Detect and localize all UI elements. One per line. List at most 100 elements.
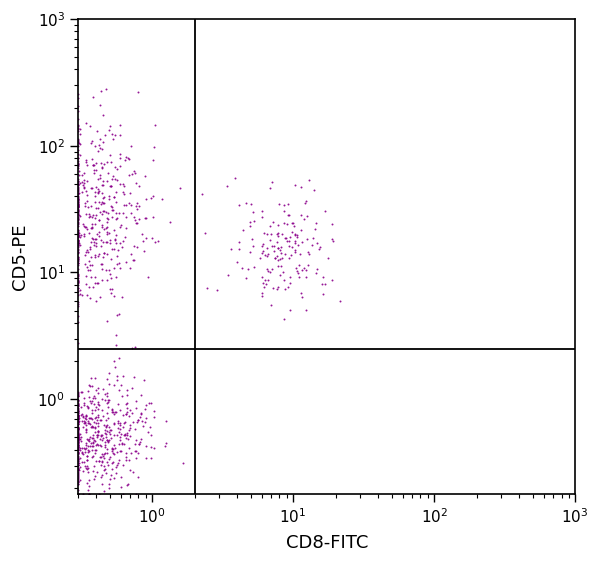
- Point: [110, 131, 120, 140]
- Point: [74, 195, 83, 204]
- Point: [74, 240, 83, 249]
- Point: [103, 228, 112, 237]
- Point: [90, 141, 100, 150]
- Point: [160, 441, 170, 450]
- Point: [74, 431, 83, 440]
- Point: [88, 439, 98, 448]
- Point: [285, 233, 295, 242]
- Point: [87, 261, 97, 270]
- Point: [88, 210, 98, 219]
- Point: [74, 489, 83, 498]
- Point: [74, 401, 83, 410]
- Point: [81, 415, 91, 424]
- Point: [112, 260, 122, 269]
- Point: [280, 276, 289, 285]
- Point: [74, 420, 83, 429]
- Point: [121, 200, 130, 209]
- Point: [115, 154, 125, 163]
- Point: [106, 284, 115, 293]
- Point: [85, 382, 95, 391]
- Point: [103, 168, 113, 177]
- Point: [327, 235, 337, 244]
- Point: [83, 442, 92, 451]
- Point: [74, 441, 83, 450]
- Point: [74, 454, 83, 463]
- Point: [106, 122, 115, 131]
- Point: [76, 444, 85, 453]
- Point: [80, 202, 90, 211]
- Point: [74, 226, 83, 235]
- Point: [112, 214, 122, 223]
- Point: [95, 174, 105, 183]
- Point: [74, 410, 83, 419]
- Point: [86, 432, 95, 441]
- Point: [74, 455, 83, 464]
- Point: [91, 242, 100, 251]
- Point: [74, 412, 83, 421]
- Point: [84, 489, 94, 498]
- Point: [138, 237, 148, 246]
- Point: [74, 159, 83, 168]
- Point: [86, 399, 95, 408]
- Point: [74, 437, 83, 446]
- Point: [111, 330, 121, 339]
- Point: [88, 445, 97, 454]
- Point: [86, 439, 95, 448]
- Point: [74, 437, 83, 446]
- Point: [74, 423, 83, 432]
- Point: [131, 178, 141, 187]
- Point: [74, 429, 83, 438]
- Point: [90, 394, 100, 403]
- Point: [104, 479, 113, 488]
- Point: [74, 231, 83, 240]
- Point: [74, 396, 83, 405]
- Point: [273, 282, 283, 291]
- Point: [85, 482, 94, 491]
- Point: [88, 222, 97, 231]
- Point: [107, 213, 117, 222]
- Point: [248, 241, 257, 250]
- Point: [77, 409, 86, 418]
- Point: [82, 479, 91, 488]
- Point: [149, 412, 159, 421]
- Point: [74, 411, 83, 420]
- Point: [131, 201, 140, 210]
- Point: [79, 221, 88, 230]
- Point: [97, 163, 107, 172]
- Point: [100, 465, 109, 474]
- Point: [74, 271, 83, 280]
- Point: [93, 279, 103, 288]
- Point: [131, 453, 141, 462]
- Point: [80, 413, 90, 422]
- Point: [130, 425, 139, 434]
- Point: [97, 430, 107, 439]
- Point: [89, 237, 99, 246]
- Point: [283, 211, 293, 220]
- Point: [74, 449, 83, 458]
- Point: [112, 448, 122, 457]
- Point: [74, 418, 83, 427]
- Point: [90, 428, 100, 437]
- Point: [74, 444, 83, 453]
- Point: [272, 230, 282, 239]
- Point: [89, 475, 98, 484]
- Point: [74, 240, 83, 249]
- Point: [80, 259, 89, 268]
- Point: [78, 413, 88, 422]
- Point: [74, 460, 83, 469]
- Point: [94, 457, 103, 466]
- Point: [74, 124, 83, 133]
- Point: [323, 254, 332, 263]
- Point: [115, 447, 124, 456]
- Point: [74, 414, 83, 423]
- Point: [266, 301, 275, 310]
- Point: [146, 430, 156, 439]
- Point: [106, 202, 116, 211]
- Point: [136, 409, 146, 418]
- Point: [74, 410, 83, 419]
- Point: [287, 218, 296, 227]
- Point: [130, 439, 140, 448]
- Point: [79, 220, 88, 229]
- Point: [81, 186, 91, 195]
- Point: [74, 232, 83, 241]
